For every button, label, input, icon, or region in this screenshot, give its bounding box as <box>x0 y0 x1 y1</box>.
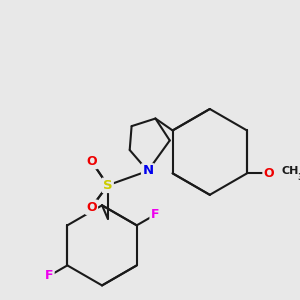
Text: O: O <box>86 201 97 214</box>
Text: CH: CH <box>281 167 298 176</box>
Text: O: O <box>264 167 274 180</box>
Text: F: F <box>45 269 53 282</box>
Text: F: F <box>151 208 159 221</box>
Text: S: S <box>103 179 112 192</box>
Text: N: N <box>142 164 153 178</box>
Text: O: O <box>86 155 97 168</box>
Text: 3: 3 <box>297 173 300 182</box>
